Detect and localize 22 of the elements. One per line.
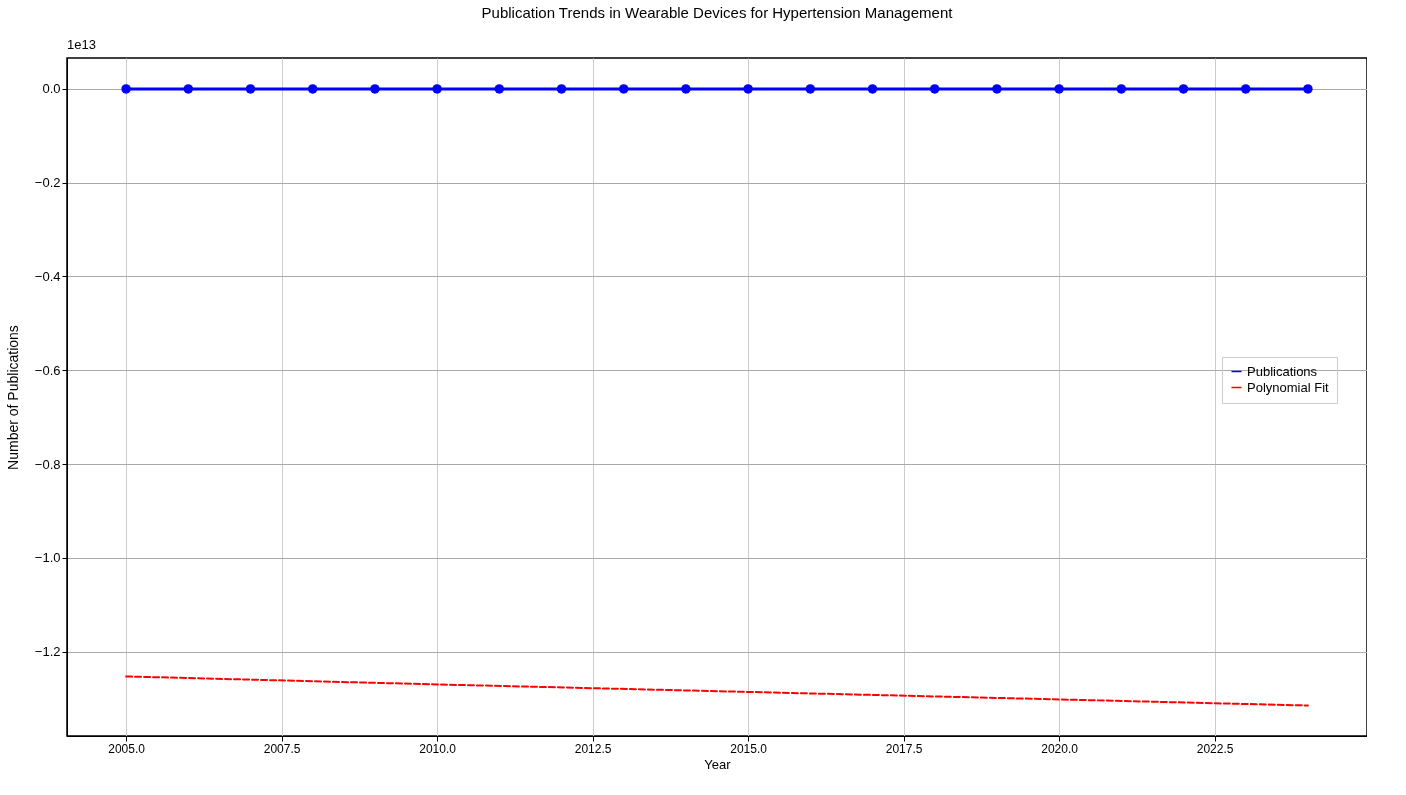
chart-title: Publication Trends in Wearable Devices for Hypertension Management [481, 4, 954, 21]
x-tick-label: 2012.5 [574, 741, 612, 756]
x-tick-label: 2010.0 [419, 741, 457, 756]
x-tick-label: 2022.5 [1196, 741, 1234, 756]
x-tick-label: 2015.0 [730, 741, 768, 756]
x-axis-title: Year [704, 756, 732, 772]
x-tick-label: 2017.5 [885, 741, 923, 756]
legend-label: Polynomial Fit [1247, 379, 1330, 395]
y-tick-label: −0.4 [34, 269, 61, 284]
y-tick-label: −0.8 [34, 456, 61, 472]
y-tick-label: −1.0 [34, 550, 61, 566]
line-series [125, 675, 1309, 707]
y-tick-label: −1.2 [34, 644, 61, 660]
y-tick-label: 0.0 [42, 81, 61, 97]
legend-label: Publications [1247, 363, 1318, 379]
x-tick-label: 2020.0 [1041, 741, 1079, 756]
y-axis-title: Number of Publications [4, 325, 21, 470]
y-tick-label: −0.6 [34, 362, 61, 378]
y-tick-label: −0.2 [34, 175, 61, 191]
x-tick-label: 2007.5 [263, 741, 301, 756]
x-tick-label: 2005.0 [108, 741, 146, 756]
text: 1e13 [67, 37, 96, 52]
